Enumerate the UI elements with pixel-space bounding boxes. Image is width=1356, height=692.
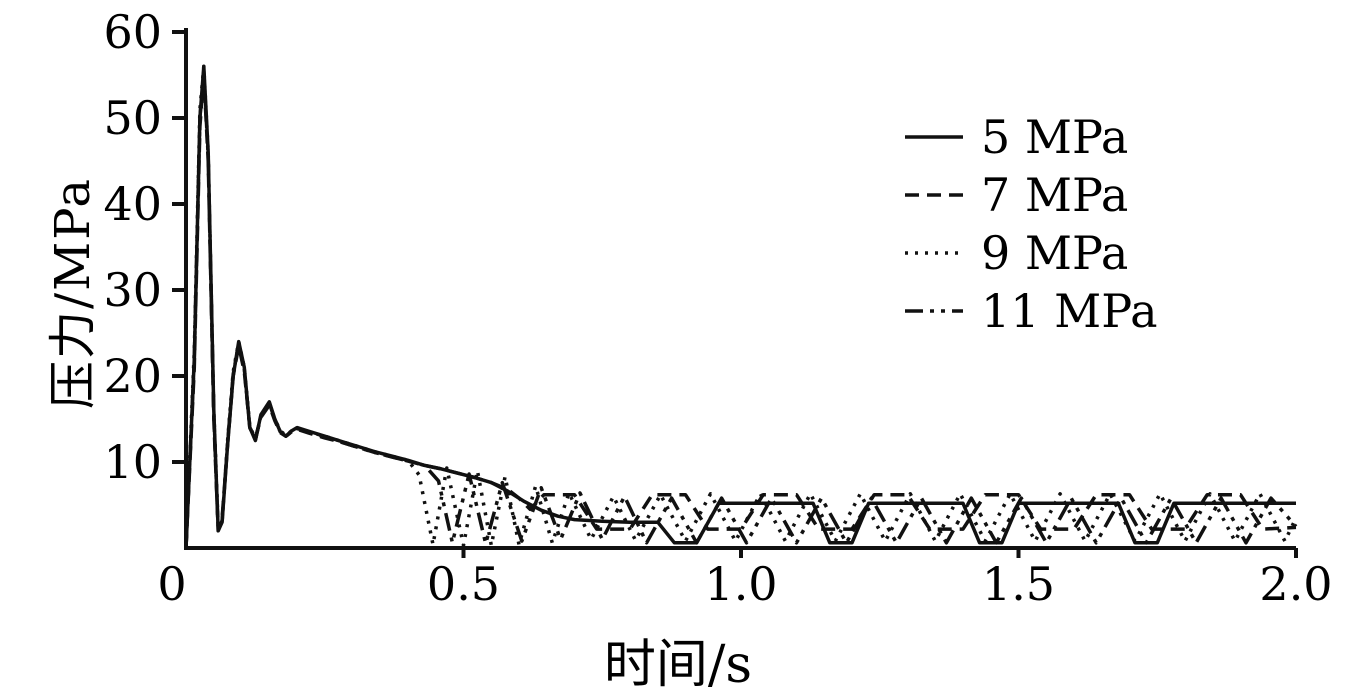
- x-axis-label: 时间/s: [603, 635, 753, 692]
- series-line-5-mpa: [184, 64, 1296, 549]
- legend-line-sample-11mpa: [905, 309, 963, 313]
- legend-label-5mpa: 5 MPa: [981, 110, 1129, 164]
- y-tick-label: 40: [103, 177, 162, 231]
- legend-line-sample-7mpa: [905, 193, 963, 197]
- x-tick-label: 1.0: [704, 557, 777, 611]
- legend-label-11mpa: 11 MPa: [981, 284, 1158, 338]
- y-axis-label: 压力/MPa: [45, 176, 101, 410]
- legend-item-9mpa: 9 MPa: [905, 224, 1158, 282]
- x-tick-label: 0.5: [427, 557, 500, 611]
- legend-item-11mpa: 11 MPa: [905, 282, 1158, 340]
- series-line-11-mpa: [184, 68, 1298, 549]
- legend-item-7mpa: 7 MPa: [905, 166, 1158, 224]
- x-tick-label: 2.0: [1259, 557, 1332, 611]
- legend-item-5mpa: 5 MPa: [905, 108, 1158, 166]
- legend-line-sample-5mpa: [905, 135, 963, 139]
- series-line-9-mpa: [184, 64, 1298, 549]
- y-tick-label: 60: [103, 5, 162, 59]
- legend-label-9mpa: 9 MPa: [981, 226, 1129, 280]
- legend-line-sample-9mpa: [905, 251, 963, 255]
- legend: 5 MPa 7 MPa 9 MPa 11 MPa: [905, 108, 1158, 340]
- y-tick-label: 30: [103, 263, 162, 317]
- legend-label-7mpa: 7 MPa: [981, 168, 1129, 222]
- x-tick-label: 1.5: [982, 557, 1055, 611]
- x-tick-label: 0: [157, 557, 186, 611]
- y-tick-label: 10: [103, 435, 162, 489]
- y-tick-label: 50: [103, 91, 162, 145]
- y-tick-label: 20: [103, 349, 162, 403]
